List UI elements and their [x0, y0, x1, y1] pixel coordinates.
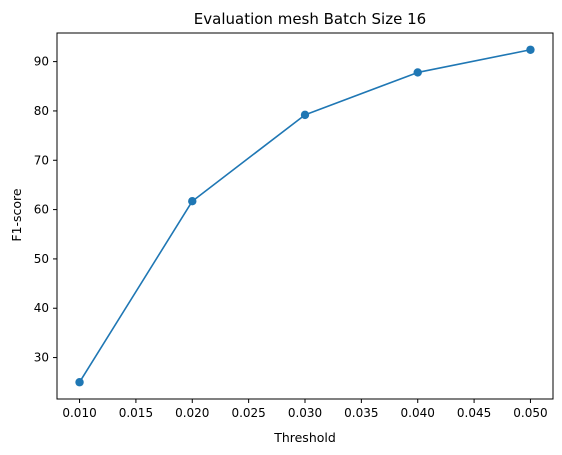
data-point — [413, 68, 422, 77]
y-tick-label: 40 — [34, 301, 49, 315]
x-axis-ticks: 0.010 0.015 0.020 0.025 0.030 0.035 0.040 0.045… — [62, 399, 548, 420]
plot-frame — [56, 32, 554, 400]
data-point — [75, 378, 84, 387]
x-tick-label: 0.035 — [344, 406, 378, 420]
x-tick-label: 0.040 — [401, 406, 435, 420]
x-tick-label: 0.010 — [62, 406, 96, 420]
x-tick-label: 0.025 — [231, 406, 265, 420]
x-tick-label: 0.015 — [119, 406, 153, 420]
y-tick-label: 90 — [34, 55, 49, 69]
x-tick-label: 0.020 — [175, 406, 209, 420]
x-tick-label: 0.045 — [457, 406, 491, 420]
y-axis-ticks: 30 40 50 60 70 80 90 — [34, 55, 57, 365]
x-tick-label: 0.030 — [288, 406, 322, 420]
y-tick-label: 30 — [34, 351, 49, 365]
y-tick-label: 80 — [34, 104, 49, 118]
x-axis-label: Threshold — [273, 430, 336, 445]
data-point — [188, 197, 197, 206]
plot-series — [75, 45, 535, 387]
y-axis-label: F1-score — [9, 188, 24, 242]
y-tick-label: 50 — [34, 252, 49, 266]
chart-title: Evaluation mesh Batch Size 16 — [194, 10, 426, 28]
y-tick-label: 60 — [34, 203, 49, 217]
data-point — [526, 45, 535, 54]
data-point — [300, 110, 310, 120]
y-tick-label: 70 — [34, 153, 49, 167]
x-tick-label: 0.050 — [513, 406, 547, 420]
